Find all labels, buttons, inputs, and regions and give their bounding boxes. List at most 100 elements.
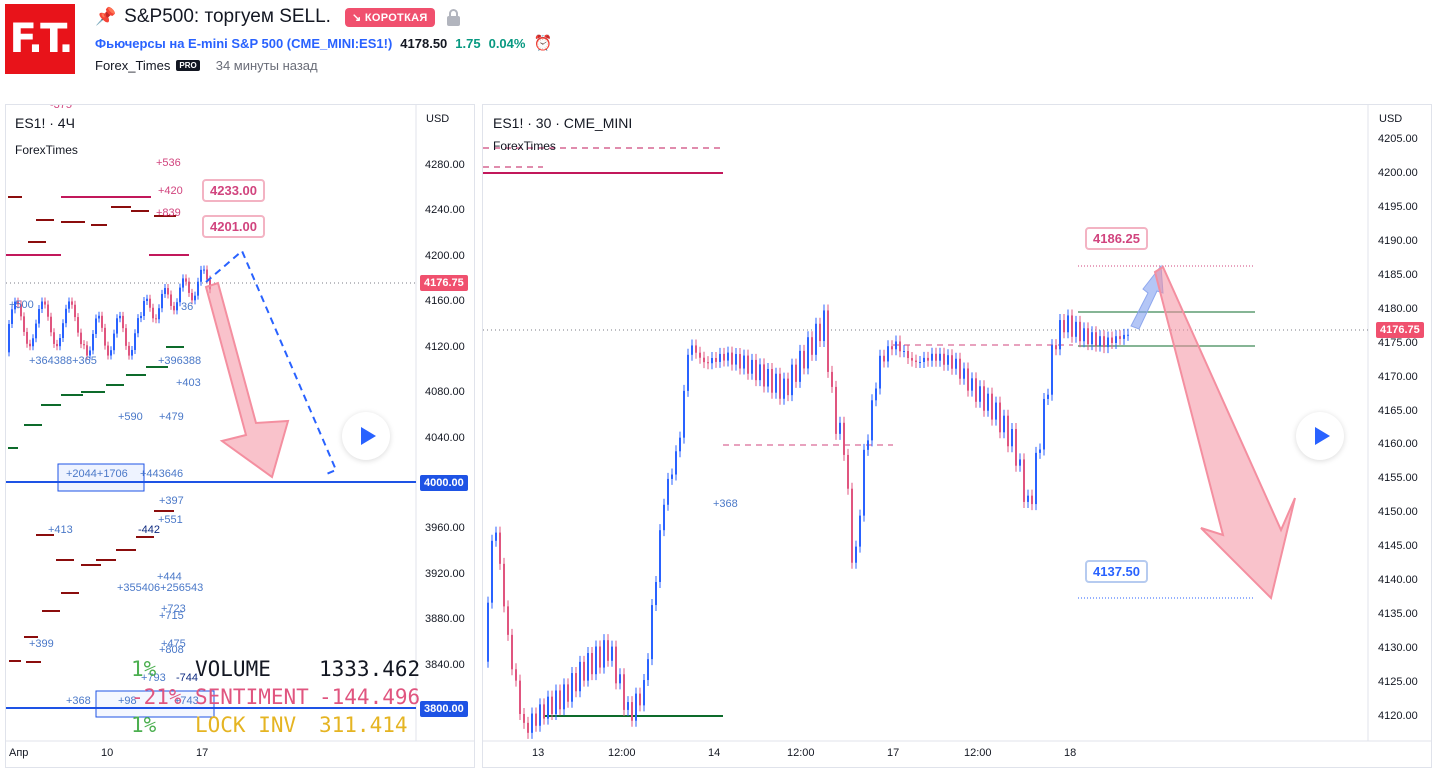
symbol-change-pct: 0.04% <box>488 35 526 51</box>
left-chart-panel[interactable]: ES1! · 4Ч ForexTimes USD 4280.00 4240.00 4… <box>5 104 475 768</box>
left-y-tick: 4280.00 <box>425 159 465 171</box>
left-candle <box>65 308 67 324</box>
left-candle <box>200 269 202 282</box>
right-play-button[interactable] <box>1296 412 1344 460</box>
left-order-note: +743 <box>174 695 199 707</box>
right-candle <box>943 353 945 365</box>
sentiment-value: -144.496 <box>319 685 421 709</box>
left-order-note: +368 <box>66 695 91 707</box>
left-y-tick: 4040.00 <box>425 431 465 444</box>
lock-pct: 1% <box>131 713 157 737</box>
right-candle <box>1003 415 1005 433</box>
left-candle <box>170 294 172 306</box>
left-candle <box>17 301 19 305</box>
left-candle <box>125 328 127 346</box>
right-currency: USD <box>1379 113 1403 125</box>
right-candle <box>579 661 581 692</box>
left-order-note: +536 <box>156 157 181 169</box>
left-candle <box>68 301 70 309</box>
right-price-label: 4176.75 <box>1376 322 1424 338</box>
right-y-tick: 4195.00 <box>1378 200 1418 213</box>
right-y-tick: 4175.00 <box>1378 336 1418 349</box>
left-candle <box>134 333 136 350</box>
alarm-clock-icon[interactable]: ⏰ <box>533 35 553 52</box>
right-candle <box>907 350 909 359</box>
right-candle <box>919 361 921 363</box>
right-candle <box>835 386 837 434</box>
left-candle <box>176 302 178 311</box>
right-candle <box>767 368 769 387</box>
symbol-link[interactable]: Фьючерсы на E-mini S&P 500 (CME_MINI:ES1… <box>95 35 393 51</box>
left-candle <box>47 304 49 317</box>
right-callout-4137[interactable]: 4137.50 <box>1085 560 1148 583</box>
left-candle <box>92 333 94 351</box>
right-candle <box>791 364 793 396</box>
right-candle <box>995 402 997 420</box>
right-candle <box>503 563 505 607</box>
left-candle <box>77 317 79 333</box>
right-candle <box>591 653 593 675</box>
right-candle <box>1007 415 1009 447</box>
right-candle <box>651 605 653 660</box>
forex-times-logo[interactable]: F.T. <box>5 4 75 74</box>
right-candle <box>987 393 989 411</box>
left-candle <box>116 318 118 334</box>
right-chart-panel[interactable]: ES1! · 30 · CME_MINI ForexTimes USD 4205… <box>482 104 1432 768</box>
left-order-note: +364388+365 <box>29 355 97 367</box>
right-candle <box>1087 328 1089 345</box>
right-candle <box>603 640 605 668</box>
right-candle <box>915 360 917 363</box>
right-candle <box>971 378 973 391</box>
right-candle <box>1115 336 1117 344</box>
right-candle <box>827 310 829 372</box>
left-y-tick: 4120.00 <box>425 340 465 353</box>
right-y-tick: 4140.00 <box>1378 574 1418 587</box>
left-candle <box>53 332 55 344</box>
left-callout-4233[interactable]: 4233.00 <box>202 179 265 202</box>
left-order-note: 36 <box>181 301 194 313</box>
right-candle <box>1127 334 1129 336</box>
author-name[interactable]: Forex_Times <box>95 58 171 73</box>
left-x-tick: Апр <box>9 747 29 759</box>
right-y-tick: 4160.00 <box>1378 438 1418 451</box>
right-candle <box>751 359 753 374</box>
right-candle <box>719 353 721 362</box>
right-candle <box>1083 328 1085 342</box>
right-candle <box>819 323 821 342</box>
right-candle <box>799 350 801 382</box>
left-order-note: +715 <box>159 610 184 622</box>
right-callout-4186[interactable]: 4186.25 <box>1085 227 1148 250</box>
left-candle <box>8 323 10 353</box>
left-candle <box>158 308 160 320</box>
right-candle <box>1035 452 1037 505</box>
right-candle <box>843 422 845 455</box>
right-candle <box>699 352 701 358</box>
left-candle <box>23 316 25 332</box>
symbol-price: 4178.50 <box>400 35 448 51</box>
right-candle <box>735 354 737 365</box>
left-candle <box>101 315 103 328</box>
right-candle <box>703 357 705 363</box>
left-callout-4201[interactable]: 4201.00 <box>202 215 265 238</box>
left-zone-box <box>57 463 145 492</box>
left-candle <box>188 281 190 293</box>
left-candle <box>155 318 157 320</box>
lock-value: 311.414 <box>319 713 408 737</box>
right-candle <box>687 354 689 391</box>
right-candle <box>519 680 521 714</box>
right-candle <box>1015 428 1017 466</box>
right-candle <box>675 451 677 475</box>
left-candle <box>71 301 73 305</box>
right-candle <box>1123 334 1125 339</box>
publish-time: 34 минуты назад <box>215 58 318 73</box>
right-candle <box>619 674 621 684</box>
left-play-button[interactable] <box>342 412 390 460</box>
left-down-arrow <box>204 281 290 479</box>
right-candle <box>1039 449 1041 453</box>
left-candle <box>20 304 22 317</box>
left-y-tick: 3840.00 <box>425 658 465 671</box>
right-candle <box>1095 332 1097 346</box>
right-candle <box>515 669 517 681</box>
left-candle <box>185 278 187 282</box>
right-candle <box>1107 337 1109 348</box>
